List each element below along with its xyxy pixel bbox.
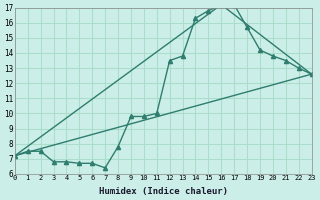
X-axis label: Humidex (Indice chaleur): Humidex (Indice chaleur) — [99, 187, 228, 196]
